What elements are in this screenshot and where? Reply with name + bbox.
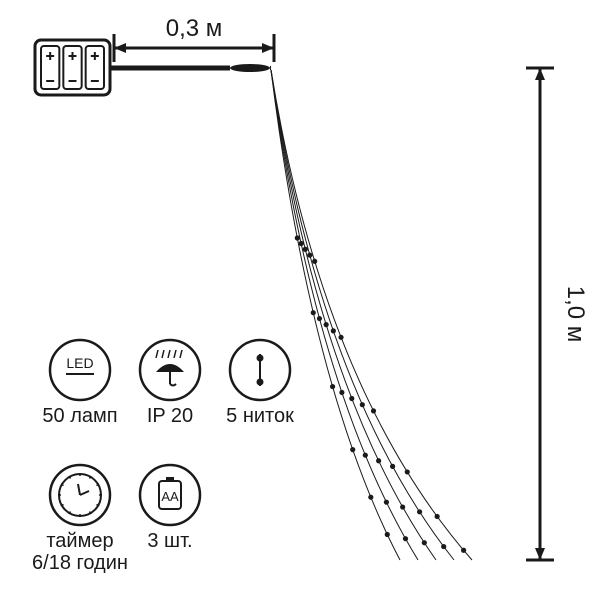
svg-text:LED: LED: [66, 355, 93, 371]
svg-text:IP 20: IP 20: [147, 405, 193, 427]
svg-text:5 ниток: 5 ниток: [226, 405, 294, 427]
svg-text:0,3 м: 0,3 м: [166, 15, 223, 42]
svg-text:таймер: таймер: [46, 530, 113, 552]
svg-text:50 ламп: 50 ламп: [42, 405, 117, 427]
svg-text:6/18 годин: 6/18 годин: [32, 552, 128, 574]
svg-text:3 шт.: 3 шт.: [147, 530, 192, 552]
svg-text:AA: AA: [161, 489, 179, 504]
svg-text:1,0 м: 1,0 м: [562, 286, 589, 343]
